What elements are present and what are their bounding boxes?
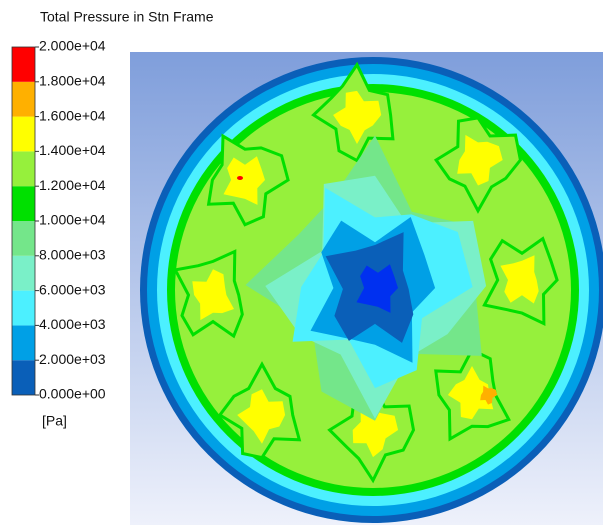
contour-region (333, 90, 382, 144)
chart-title: Total Pressure in Stn Frame (40, 9, 214, 25)
colorbar-band (12, 151, 35, 187)
contour-region (500, 255, 539, 304)
colorbar-band (12, 81, 35, 117)
contour-region (223, 156, 265, 205)
colorbar-tick-label: 2.000e+03 (39, 351, 106, 367)
colorbar-tick-label: 1.200e+04 (39, 177, 106, 193)
contour-region (447, 366, 494, 420)
contour-region (356, 264, 398, 313)
colorbar-band (12, 360, 35, 395)
contour-region (352, 405, 399, 458)
colorbar-tick-label: 1.600e+04 (39, 107, 106, 123)
colorbar-tick-label: 0.000e+00 (39, 386, 106, 402)
contour-region (192, 269, 234, 321)
contour-field (140, 57, 603, 523)
colorbar-tick-label: 1.800e+04 (39, 73, 106, 89)
colorbar-tick-label: 1.400e+04 (39, 142, 106, 158)
colorbar-band (12, 47, 35, 82)
contour-region (237, 389, 286, 444)
colorbar-band (12, 116, 35, 152)
contour-region (237, 176, 243, 180)
colorbar-tick-label: 1.000e+04 (39, 212, 106, 228)
colorbar-tick-label: 4.000e+03 (39, 316, 106, 332)
contour-region (457, 134, 503, 186)
colorbar-band (12, 186, 35, 221)
colorbar-tick-label: 8.000e+03 (39, 247, 106, 263)
colorbar-tick-label: 2.000e+04 (39, 38, 106, 54)
colorbar-band (12, 290, 35, 326)
colorbar-tick-label: 6.000e+03 (39, 281, 106, 297)
colorbar-band (12, 221, 35, 256)
colorbar: 0.000e+00 2.000e+03 4.000e+03 6.000e+03 8.00… (11, 38, 106, 402)
contour-region (480, 385, 498, 405)
colorbar-unit: [Pa] (42, 413, 67, 429)
colorbar-band (12, 325, 35, 361)
colorbar-band (12, 255, 35, 291)
